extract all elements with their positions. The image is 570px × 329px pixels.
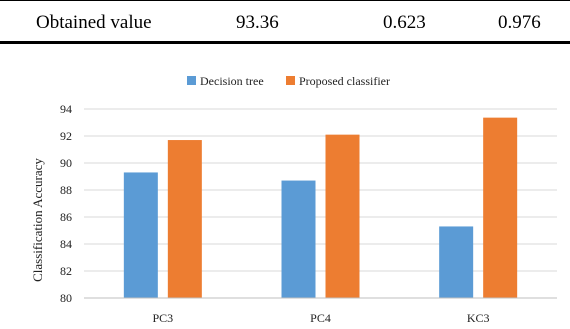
accuracy-bar-chart: 80 82 84 86 88 90 92 94 PC3 PC4 KC3 Decision tree P… (30, 74, 557, 325)
y-tick-label: 80 (60, 291, 72, 305)
table-cell-value-2: 0.623 (383, 12, 426, 33)
table-top-rule (0, 0, 570, 1)
table-cell-label: Obtained value (36, 12, 152, 33)
y-tick-label: 84 (60, 237, 72, 251)
legend-swatch (286, 76, 295, 85)
bar-proposed-classifier-pc3 (167, 140, 202, 298)
x-tick-label: PC3 (152, 311, 173, 325)
y-tick-label: 82 (60, 264, 72, 278)
axes: 80 82 84 86 88 90 92 94 PC3 PC4 KC3 (60, 102, 557, 325)
bar-decision-tree-pc4 (281, 180, 316, 298)
y-tick-label: 92 (60, 129, 72, 143)
legend: Decision tree Proposed classifier (187, 74, 390, 88)
gridlines (84, 108, 557, 272)
bar-decision-tree-pc3 (123, 172, 158, 298)
y-axis-label: Classification Accuracy (30, 158, 45, 282)
y-tick-label: 90 (60, 156, 72, 170)
x-tick-label: PC4 (310, 311, 331, 325)
bar-decision-tree-kc3 (439, 226, 474, 298)
legend-label: Proposed classifier (299, 74, 390, 88)
table-cell-value-3: 0.976 (498, 12, 541, 33)
table-cell-value-1: 93.36 (236, 12, 279, 33)
bars (123, 117, 518, 298)
y-tick-label: 94 (60, 102, 72, 116)
legend-label: Decision tree (200, 74, 264, 88)
results-table-fragment: Obtained value 93.36 0.623 0.976 (0, 0, 570, 46)
bar-proposed-classifier-kc3 (483, 117, 518, 298)
table-bottom-rule (0, 41, 570, 44)
legend-swatch (187, 76, 196, 85)
y-tick-label: 86 (60, 210, 72, 224)
y-tick-label: 88 (60, 183, 72, 197)
x-tick-label: KC3 (467, 311, 490, 325)
bar-proposed-classifier-pc4 (325, 134, 360, 298)
